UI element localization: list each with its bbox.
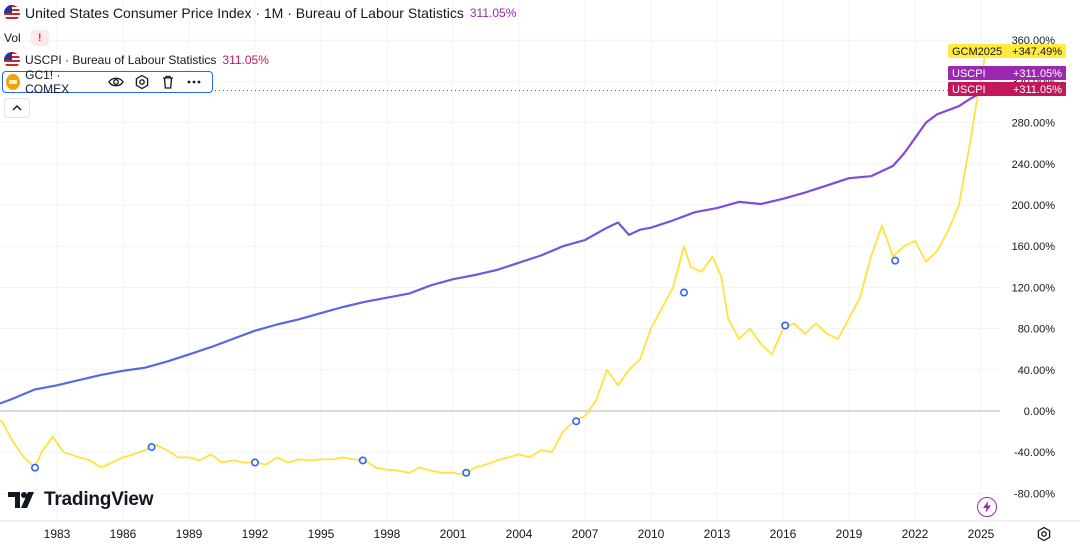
- price-badge-bg: [948, 82, 1066, 96]
- x-tick-label: 2007: [572, 527, 599, 541]
- gold-legend-label: GC1! · COMEX: [25, 68, 70, 96]
- event-marker[interactable]: [891, 256, 900, 265]
- collapse-legend-button[interactable]: [4, 98, 30, 118]
- price-badge-value: +311.05%: [1013, 68, 1062, 80]
- tradingview-logo-icon: [8, 492, 34, 508]
- x-tick-label: 1998: [374, 527, 401, 541]
- chart-title: United States Consumer Price Index · 1M …: [25, 5, 464, 21]
- event-marker[interactable]: [358, 456, 367, 465]
- x-tick-label: 2022: [902, 527, 929, 541]
- x-tick-label: 2013: [704, 527, 731, 541]
- lightning-icon[interactable]: [977, 497, 997, 517]
- gold-series-line: [0, 52, 987, 476]
- trash-icon[interactable]: [160, 74, 176, 90]
- grid-lines: [0, 0, 1000, 520]
- event-markers[interactable]: [30, 256, 900, 477]
- vol-label: Vol: [4, 31, 21, 45]
- series-lines: [0, 52, 987, 476]
- price-badge-bg: [948, 66, 1066, 80]
- x-tick-label: 1986: [110, 527, 137, 541]
- x-tick-label: 2010: [638, 527, 665, 541]
- event-marker[interactable]: [147, 443, 156, 452]
- eye-icon[interactable]: [108, 74, 124, 90]
- gold-legend-row[interactable]: GC1! · COMEX: [2, 68, 213, 96]
- y-tick-label: 200.00%: [1012, 200, 1056, 212]
- price-badge-series: USCPI: [952, 68, 986, 80]
- price-badge-value: +311.05%: [1013, 84, 1062, 96]
- gold-bars-icon: [6, 74, 21, 90]
- x-tick-label: 2004: [506, 527, 533, 541]
- warning-icon[interactable]: !: [30, 30, 49, 46]
- y-tick-label: 80.00%: [1018, 324, 1056, 336]
- chart-title-row[interactable]: United States Consumer Price Index · 1M …: [4, 5, 516, 21]
- x-tick-label: 1995: [308, 527, 335, 541]
- settings-icon[interactable]: [134, 74, 150, 90]
- x-tick-label: 1989: [176, 527, 203, 541]
- event-marker[interactable]: [572, 417, 581, 426]
- x-tick-label: 2016: [770, 527, 797, 541]
- y-tick-label: -40.00%: [1014, 447, 1055, 459]
- price-badge-series: USCPI: [952, 84, 986, 96]
- event-marker[interactable]: [781, 321, 790, 330]
- event-marker[interactable]: [30, 463, 39, 472]
- price-badge-series: GCM2025: [952, 46, 1002, 58]
- y-tick-label: 0.00%: [1024, 406, 1055, 418]
- y-tick-label: 240.00%: [1012, 159, 1056, 171]
- price-badges: GCM2025 +347.49% USCPI +311.05% USCPI +311.05…: [948, 44, 1066, 96]
- volume-row[interactable]: Vol !: [4, 30, 49, 46]
- chevron-up-icon: [12, 105, 22, 111]
- uscpi-legend-row[interactable]: USCPI · Bureau of Labour Statistics 311.…: [4, 52, 269, 68]
- y-tick-label: 40.00%: [1018, 365, 1056, 377]
- event-marker[interactable]: [462, 468, 471, 477]
- more-icon[interactable]: [186, 74, 202, 90]
- uscpi-series-line: [0, 89, 986, 405]
- price-badge-value: +347.49%: [1012, 46, 1062, 58]
- x-tick-label: 2001: [440, 527, 467, 541]
- x-axis[interactable]: 8019831986198919921995199820012004200720…: [0, 520, 1080, 541]
- y-tick-label: -80.00%: [1014, 488, 1055, 500]
- us-flag-icon: [4, 5, 20, 21]
- uscpi-legend-label: USCPI · Bureau of Labour Statistics: [25, 53, 217, 67]
- event-marker[interactable]: [679, 288, 688, 297]
- chart-title-value: 311.05%: [469, 6, 517, 20]
- y-tick-label: 120.00%: [1012, 282, 1056, 294]
- x-tick-label: 1992: [242, 527, 269, 541]
- tradingview-logo-text: TradingView: [44, 489, 154, 510]
- price-badge-bg: [948, 44, 1066, 58]
- tradingview-logo[interactable]: TradingView: [8, 489, 154, 511]
- uscpi-legend-value: 311.05%: [222, 53, 269, 67]
- x-tick-label: 1983: [44, 527, 71, 541]
- y-tick-label: 280.00%: [1012, 118, 1056, 130]
- us-flag-icon: [4, 52, 20, 68]
- x-tick-label: 2025: [968, 527, 995, 541]
- x-tick-label: 2019: [836, 527, 863, 541]
- gear-icon[interactable]: [1036, 526, 1052, 542]
- event-marker[interactable]: [251, 458, 260, 467]
- y-axis[interactable]: 360.00%320.00%280.00%240.00%200.00%160.0…: [1012, 35, 1056, 500]
- y-tick-label: 160.00%: [1012, 241, 1056, 253]
